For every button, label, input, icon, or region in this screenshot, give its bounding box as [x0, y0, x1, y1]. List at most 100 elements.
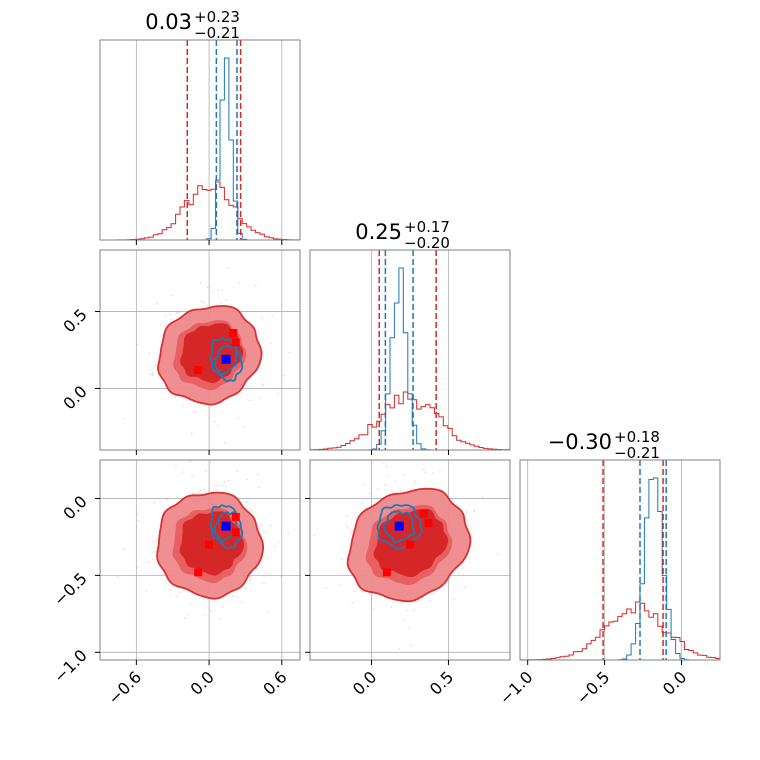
- red-sample-marker: [382, 568, 391, 577]
- scatter-dot: [196, 456, 198, 458]
- scatter-dot: [254, 284, 257, 287]
- x-tick-label: 0.5: [426, 667, 457, 698]
- scatter-dot: [149, 373, 151, 376]
- scatter-dot: [347, 527, 350, 529]
- scatter-dot: [283, 374, 285, 377]
- scatter-dot: [313, 534, 316, 537]
- scatter-dot: [174, 397, 176, 399]
- scatter-dot: [231, 594, 234, 597]
- scatter-dot: [261, 383, 264, 385]
- scatter-dot: [181, 405, 184, 407]
- panel-frame: [99, 459, 301, 661]
- scatter-dot: [136, 343, 139, 346]
- scatter-dot: [248, 579, 251, 581]
- scatter-dot: [200, 490, 202, 492]
- scatter-dot: [288, 351, 291, 354]
- scatter-dot: [341, 574, 343, 577]
- scatter-dot: [277, 541, 279, 543]
- scatter-dot: [354, 590, 357, 592]
- scatter-dot: [152, 372, 154, 374]
- scatter-dot: [154, 364, 157, 366]
- scatter-dot: [186, 614, 189, 616]
- scatter-dot: [423, 468, 425, 471]
- red-sample-marker: [205, 540, 214, 549]
- scatter-dot: [424, 471, 427, 474]
- scatter-dot: [220, 402, 222, 404]
- scatter-dot: [245, 587, 247, 589]
- scatter-dot: [189, 603, 192, 605]
- scatter-dot: [227, 479, 229, 482]
- scatter-dot: [205, 453, 207, 455]
- y-tick-label: 0.5: [59, 305, 90, 336]
- scatter-dot: [169, 589, 172, 591]
- scatter-dot: [123, 548, 125, 550]
- scatter-dot: [193, 411, 196, 413]
- x-tick-label: 0.0: [349, 667, 380, 698]
- scatter-dot: [406, 609, 408, 611]
- scatter-dot: [259, 397, 262, 400]
- scatter-dot: [461, 568, 464, 570]
- x-tick-label: 0.6: [259, 667, 290, 698]
- scatter-dot: [169, 451, 171, 453]
- panel-title-plus: +0.18: [614, 428, 660, 446]
- scatter-dot: [170, 318, 173, 320]
- scatter-dot: [287, 532, 290, 534]
- scatter-dot: [455, 575, 457, 577]
- y-tick-label: −0.5: [50, 569, 91, 610]
- scatter-dot: [473, 509, 476, 512]
- panel-background: [520, 460, 720, 660]
- scatter-dot: [242, 426, 245, 428]
- scatter-dot: [227, 452, 229, 454]
- scatter-dot: [169, 313, 171, 316]
- scatter-dot: [481, 496, 484, 499]
- pair-panel-content: [116, 452, 290, 620]
- scatter-dot: [408, 627, 411, 629]
- red-sample-marker: [231, 338, 240, 347]
- scatter-dot: [245, 501, 248, 504]
- scatter-dot: [369, 492, 371, 495]
- scatter-dot: [192, 493, 194, 495]
- scatter-dot: [253, 387, 255, 390]
- scatter-dot: [399, 490, 402, 492]
- x-tick-label: 0.0: [186, 667, 217, 698]
- red-histogram: [309, 391, 511, 451]
- scatter-dot: [123, 418, 126, 420]
- scatter-dot: [179, 591, 182, 594]
- scatter-dot: [250, 576, 252, 578]
- scatter-dot: [240, 601, 243, 604]
- panel-frame: [99, 249, 301, 451]
- scatter-dot: [151, 374, 153, 376]
- scatter-dot: [159, 324, 162, 326]
- scatter-dot: [257, 330, 260, 333]
- scatter-dot: [213, 601, 216, 603]
- scatter-dot: [431, 592, 433, 595]
- scatter-dot: [453, 598, 455, 601]
- scatter-dot: [257, 473, 259, 476]
- panel-title-minus: −0.20: [404, 234, 450, 252]
- blue-sample-marker: [221, 354, 231, 364]
- scatter-dot: [175, 311, 178, 314]
- scatter-dot: [269, 524, 272, 527]
- scatter-dot: [222, 606, 224, 608]
- scatter-dot: [340, 558, 343, 560]
- scatter-dot: [156, 302, 158, 305]
- scatter-dot: [264, 557, 267, 559]
- scatter-dot: [386, 465, 388, 468]
- scatter-dot: [265, 531, 268, 533]
- scatter-dot: [433, 592, 436, 595]
- scatter-dot: [178, 311, 181, 314]
- red-sample-marker: [424, 519, 433, 528]
- scatter-dot: [410, 644, 413, 647]
- scatter-dot: [269, 342, 272, 345]
- scatter-dot: [372, 608, 375, 610]
- scatter-dot: [153, 502, 155, 504]
- scatter-dot: [223, 442, 226, 444]
- panel-title-value: −0.30: [548, 430, 612, 454]
- panel-frame: [99, 39, 301, 241]
- scatter-dot: [246, 478, 249, 481]
- scatter-dot: [260, 523, 263, 526]
- scatter-dot: [199, 282, 202, 284]
- blue-contour-outer: [209, 504, 244, 549]
- scatter-dot: [221, 289, 224, 292]
